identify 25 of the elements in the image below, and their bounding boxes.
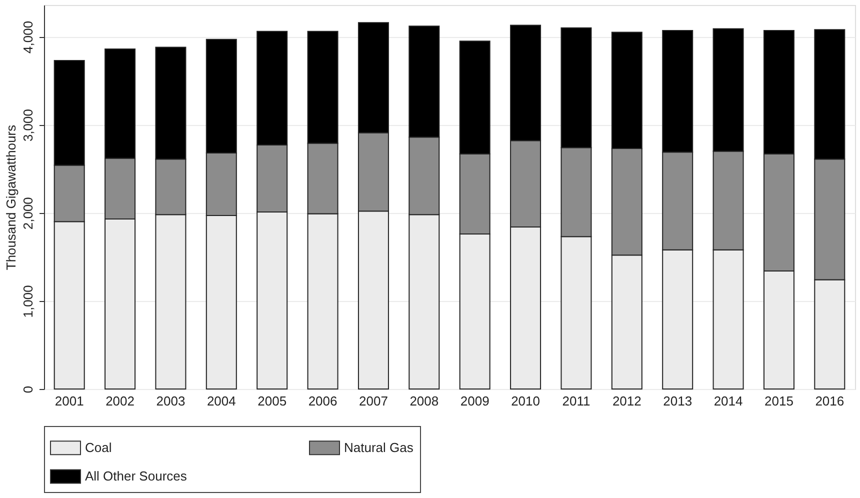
x-tick-label: 2012 — [612, 394, 642, 408]
x-tick-label: 2010 — [511, 394, 540, 408]
x-tick-label: 2014 — [714, 394, 743, 408]
x-tick-label: 2002 — [106, 394, 134, 408]
x-tick-label: 2004 — [206, 394, 236, 408]
x-tick-label: 2009 — [460, 394, 490, 408]
x-tick-label: 2013 — [663, 394, 692, 408]
x-tick-label: 2003 — [156, 394, 186, 408]
y-tick-label: 4,000 — [20, 20, 36, 54]
x-tick-label: 2001 — [54, 394, 84, 408]
y-axis-title: Thousand Gigawatthours — [4, 124, 18, 270]
x-tick-label: 2016 — [815, 394, 844, 408]
x-tick-label: 2008 — [410, 394, 439, 408]
y-tick-label: 1,000 — [20, 285, 36, 318]
x-tick-label: 2007 — [359, 394, 388, 408]
y-tick-label: 2,000 — [20, 197, 36, 230]
x-tick-label: 2011 — [562, 394, 590, 408]
legend-label: Natural Gas — [344, 440, 414, 455]
y-tick-label: 3,000 — [20, 109, 36, 142]
x-tick-label: 2015 — [764, 394, 794, 408]
legend-label: All Other Sources — [85, 468, 188, 484]
x-tick-label: 2005 — [258, 394, 287, 408]
x-tick-label: 2006 — [308, 394, 338, 408]
y-tick-label: 0 — [20, 386, 36, 394]
legend-label: Coal — [85, 440, 112, 455]
